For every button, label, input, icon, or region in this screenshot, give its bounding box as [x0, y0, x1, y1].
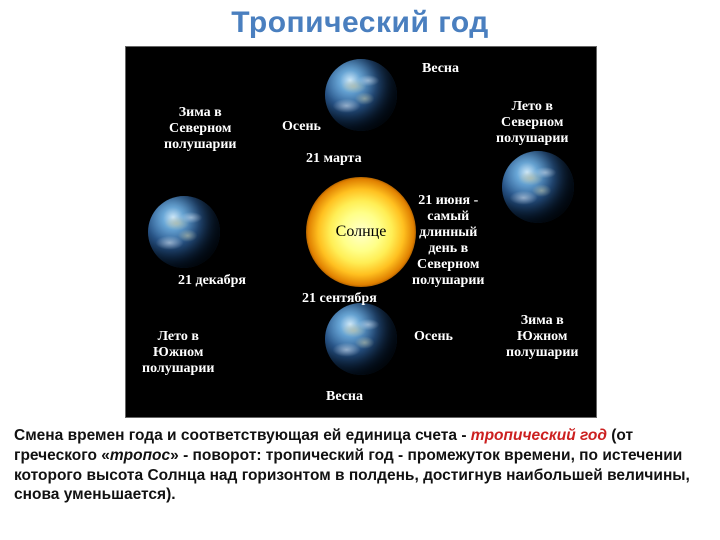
earth-left — [148, 196, 220, 268]
diagram-label-8: Осень — [414, 329, 453, 345]
diagram-label-6: 21 июня - самый длинный день в Северном … — [412, 193, 484, 290]
sun-label: Солнце — [336, 223, 387, 241]
sun-icon: Солнце — [306, 177, 416, 287]
diagram-label-2: Зима в Северном полушарии — [164, 105, 236, 153]
diagram-label-7: 21 сентября — [302, 291, 377, 307]
diagram-label-3: Лето в Северном полушарии — [496, 99, 568, 147]
seasons-diagram: Солнце Весна Осень Зима в Северном полушар… — [125, 46, 597, 418]
slide: Тропический год Солнце Весна Осень Зима в … — [0, 0, 720, 540]
earth-right — [502, 151, 574, 223]
diagram-label-5: 21 декабря — [178, 273, 246, 289]
earth-bottom — [325, 303, 397, 375]
caption-em: тропический год — [471, 427, 611, 444]
diagram-label-10: Зима в Южном полушарии — [506, 313, 578, 361]
diagram-label-1: Осень — [282, 119, 321, 135]
caption-it: тропос — [110, 447, 170, 464]
page-title: Тропический год — [0, 0, 720, 40]
earth-top — [325, 59, 397, 131]
diagram-label-4: 21 марта — [306, 151, 362, 167]
diagram-label-11: Весна — [326, 389, 363, 405]
diagram-label-0: Весна — [422, 61, 459, 77]
caption-text: Смена времен года и соответствующая ей е… — [14, 426, 706, 505]
diagram-label-9: Лето в Южном полушарии — [142, 329, 214, 377]
caption-pre: Смена времен года и соответствующая ей е… — [14, 427, 471, 444]
